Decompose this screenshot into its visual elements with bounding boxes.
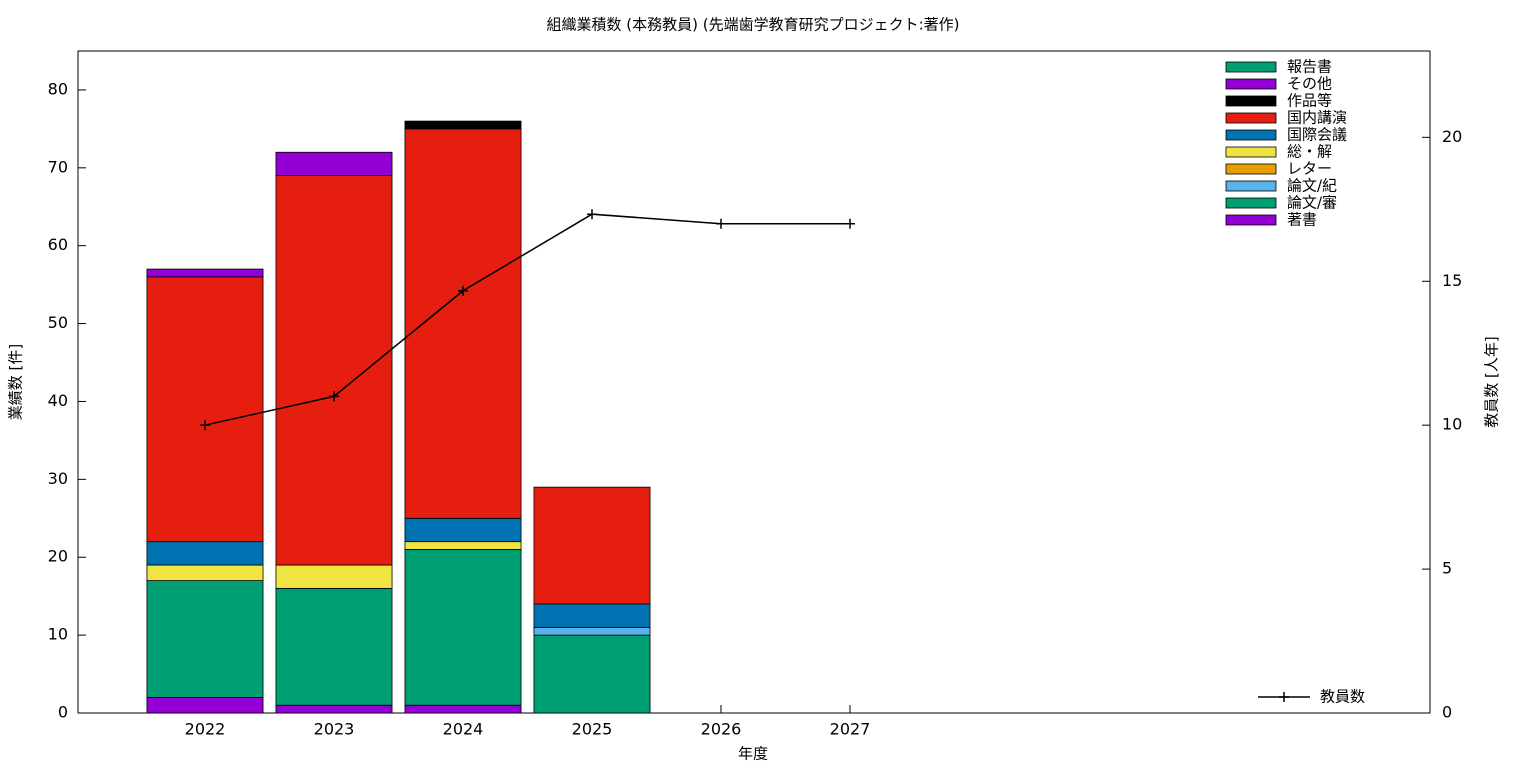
bar-segment: [404, 120, 522, 130]
x-tick-label: 2023: [314, 720, 355, 739]
line-point: [200, 420, 210, 431]
bar-segment: [275, 704, 393, 714]
x-axis-label: 年度: [738, 745, 768, 763]
legend-label: 報告書: [1287, 58, 1332, 76]
legend-label: 教員数: [1320, 688, 1365, 706]
line-point: [329, 391, 339, 402]
legend-swatch: [1225, 163, 1277, 175]
bar-segment: [404, 541, 522, 550]
legend-label: 著書: [1287, 211, 1317, 229]
bar-segment: [533, 626, 651, 636]
line-point: [587, 209, 597, 220]
line-point: [458, 285, 468, 296]
bar-segment: [146, 697, 264, 714]
legend-label: 総・解: [1287, 143, 1332, 161]
line-point: [716, 218, 726, 229]
bar-segment: [404, 128, 522, 519]
bar-segment: [146, 268, 264, 278]
y-tick-label: 50: [48, 313, 68, 332]
legend-point: [1279, 692, 1289, 702]
y2-tick-label: 10: [1442, 415, 1462, 434]
legend-label: 作品等: [1287, 92, 1332, 110]
y2-tick-label: 15: [1442, 271, 1462, 290]
legend-swatch: [1225, 61, 1277, 73]
y-tick-label: 20: [48, 547, 68, 566]
legend-swatch: [1225, 129, 1277, 141]
y-tick-label: 10: [48, 625, 68, 644]
bar-segment: [146, 276, 264, 543]
bar-segment: [146, 564, 264, 582]
chart-title: 組織業積数 (本務教員) (先端歯学教育研究プロジェクト:著作): [546, 16, 959, 34]
bar-segment: [404, 549, 522, 706]
y-axis-label: 業績数 [件]: [7, 344, 25, 420]
bar-segment: [533, 603, 651, 628]
bar-segment: [275, 151, 393, 177]
bar-segment: [146, 580, 264, 698]
bar-segment: [404, 704, 522, 714]
y-tick-label: 0: [58, 703, 68, 722]
y2-tick-label: 5: [1442, 559, 1452, 578]
legend-label: その他: [1287, 75, 1332, 93]
legend-swatch: [1225, 95, 1277, 107]
y2-tick-label: 0: [1442, 703, 1452, 722]
x-tick-label: 2026: [701, 720, 742, 739]
x-tick-label: 2024: [443, 720, 484, 739]
legend-label: レター: [1287, 160, 1332, 178]
y-tick-label: 40: [48, 391, 68, 410]
bar-segment: [146, 541, 264, 566]
bar-segment: [404, 517, 522, 543]
y2-tick-label: 20: [1442, 127, 1462, 146]
bar-segment: [533, 486, 651, 605]
plot-frame: [77, 50, 1431, 714]
legend-label: 国際会議: [1287, 126, 1347, 144]
legend-swatch: [1225, 78, 1277, 90]
legend-label: 国内講演: [1287, 109, 1347, 127]
x-tick-label: 2025: [572, 720, 613, 739]
y2-axis-label: 教員数 [人年]: [1483, 336, 1501, 427]
y-tick-label: 70: [48, 157, 68, 176]
legend-swatch: [1225, 112, 1277, 124]
legend-swatch: [1225, 146, 1277, 158]
y-tick-label: 80: [48, 79, 68, 98]
x-tick-label: 2027: [830, 720, 871, 739]
bar-segment: [275, 564, 393, 589]
legend-swatch: [1225, 197, 1277, 209]
bar-segment: [533, 634, 651, 714]
bar-segment: [275, 175, 393, 566]
line-point: [845, 218, 855, 229]
x-tick-label: 2022: [185, 720, 226, 739]
y-tick-label: 30: [48, 469, 68, 488]
bar-segment: [275, 587, 393, 706]
legend-swatch: [1225, 180, 1277, 192]
legend-label: 論文/紀: [1287, 177, 1337, 195]
legend-label: 論文/審: [1287, 194, 1337, 212]
line: [204, 213, 850, 426]
y-tick-label: 60: [48, 235, 68, 254]
legend-swatch: [1225, 214, 1277, 226]
